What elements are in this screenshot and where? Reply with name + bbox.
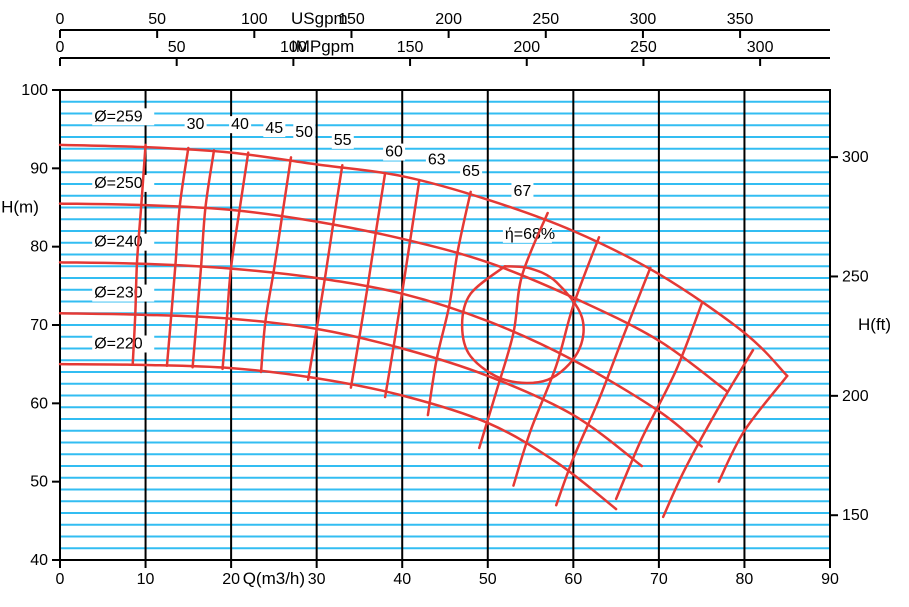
svg-text:350: 350 [727, 11, 754, 28]
svg-text:70: 70 [650, 571, 668, 588]
svg-text:300: 300 [747, 39, 774, 56]
svg-text:20: 20 [222, 571, 240, 588]
svg-text:250: 250 [532, 11, 559, 28]
svg-text:0: 0 [56, 11, 65, 28]
svg-text:60: 60 [385, 144, 403, 161]
svg-text:50: 50 [479, 571, 497, 588]
svg-text:150: 150 [397, 39, 424, 56]
svg-text:H(m): H(m) [1, 198, 39, 217]
svg-text:200: 200 [513, 39, 540, 56]
svg-text:IMPgpm: IMPgpm [291, 37, 354, 56]
svg-text:Q(m3/h): Q(m3/h) [243, 569, 305, 588]
svg-text:200: 200 [842, 388, 869, 405]
svg-text:65: 65 [462, 163, 480, 180]
svg-text:60: 60 [564, 571, 582, 588]
svg-text:300: 300 [842, 149, 869, 166]
svg-text:50: 50 [168, 39, 186, 56]
svg-text:USgpm: USgpm [291, 9, 348, 28]
svg-text:90: 90 [30, 160, 48, 177]
svg-text:ή=68%: ή=68% [505, 226, 555, 243]
svg-text:55: 55 [334, 132, 352, 149]
svg-text:70: 70 [30, 317, 48, 334]
svg-text:30: 30 [308, 571, 326, 588]
svg-text:90: 90 [821, 571, 839, 588]
svg-text:67: 67 [513, 183, 531, 200]
svg-text:80: 80 [736, 571, 754, 588]
chart-svg: 050100150200250300350050100150200250300U… [0, 0, 909, 607]
svg-text:Ø=240: Ø=240 [94, 234, 143, 251]
svg-text:250: 250 [842, 268, 869, 285]
pump-curve-chart: 050100150200250300350050100150200250300U… [0, 0, 909, 607]
svg-text:10: 10 [137, 571, 155, 588]
svg-text:100: 100 [21, 82, 48, 99]
svg-text:250: 250 [630, 39, 657, 56]
svg-text:60: 60 [30, 395, 48, 412]
svg-text:200: 200 [435, 11, 462, 28]
svg-text:0: 0 [56, 571, 65, 588]
svg-text:63: 63 [428, 151, 446, 168]
svg-text:30: 30 [187, 116, 205, 133]
svg-text:40: 40 [393, 571, 411, 588]
svg-text:40: 40 [30, 552, 48, 569]
svg-text:50: 50 [148, 11, 166, 28]
svg-text:Ø=220: Ø=220 [94, 336, 143, 353]
svg-text:0: 0 [56, 39, 65, 56]
svg-text:100: 100 [241, 11, 268, 28]
svg-text:45: 45 [265, 120, 283, 137]
svg-text:50: 50 [30, 474, 48, 491]
svg-text:50: 50 [295, 124, 313, 141]
svg-text:40: 40 [231, 116, 249, 133]
svg-text:80: 80 [30, 239, 48, 256]
svg-text:150: 150 [842, 507, 869, 524]
svg-text:Ø=259: Ø=259 [94, 108, 143, 125]
svg-text:Ø=250: Ø=250 [94, 175, 143, 192]
svg-text:300: 300 [630, 11, 657, 28]
svg-text:H(ft): H(ft) [858, 315, 891, 334]
